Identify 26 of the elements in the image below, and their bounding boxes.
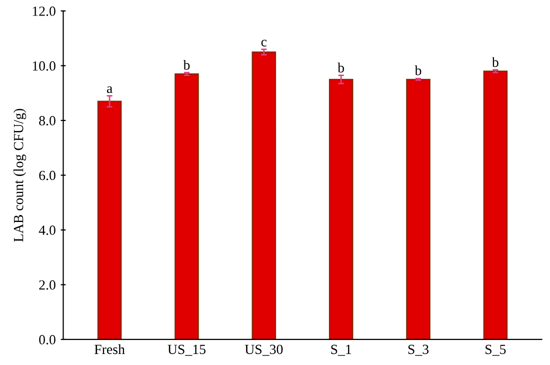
annotation: c xyxy=(261,40,267,46)
y-tick-label: 4.0 xyxy=(38,226,56,235)
annotation: a xyxy=(106,86,112,93)
y-tick-label: 0.0 xyxy=(39,335,56,344)
bar xyxy=(406,78,430,340)
y-tick-label: 6.0 xyxy=(39,170,56,180)
bar xyxy=(174,73,199,340)
x-tick-label: US_15 xyxy=(168,344,206,356)
y-tick-label: 12.0 xyxy=(32,6,56,16)
x-tick-label: US_30 xyxy=(244,344,283,356)
annotation: b xyxy=(492,57,498,67)
x-tick-label: S_5 xyxy=(486,344,506,356)
bar xyxy=(483,70,508,340)
annotation: b xyxy=(414,65,422,76)
bar xyxy=(97,100,122,340)
x-tick-label: S_1 xyxy=(331,344,352,356)
x-tick-label: S_3 xyxy=(408,344,429,356)
bar xyxy=(252,51,276,340)
y-tick-label: 2.0 xyxy=(39,280,56,290)
y-axis-title: LAB count (log CFU/g) xyxy=(13,108,26,242)
y-tick-label: 8.0 xyxy=(39,116,56,126)
annotation: b xyxy=(183,60,190,70)
x-tick-label: Fresh xyxy=(94,344,125,354)
annotation: b xyxy=(338,62,344,72)
y-tick-label: 10.0 xyxy=(32,61,56,71)
bar xyxy=(328,78,354,340)
